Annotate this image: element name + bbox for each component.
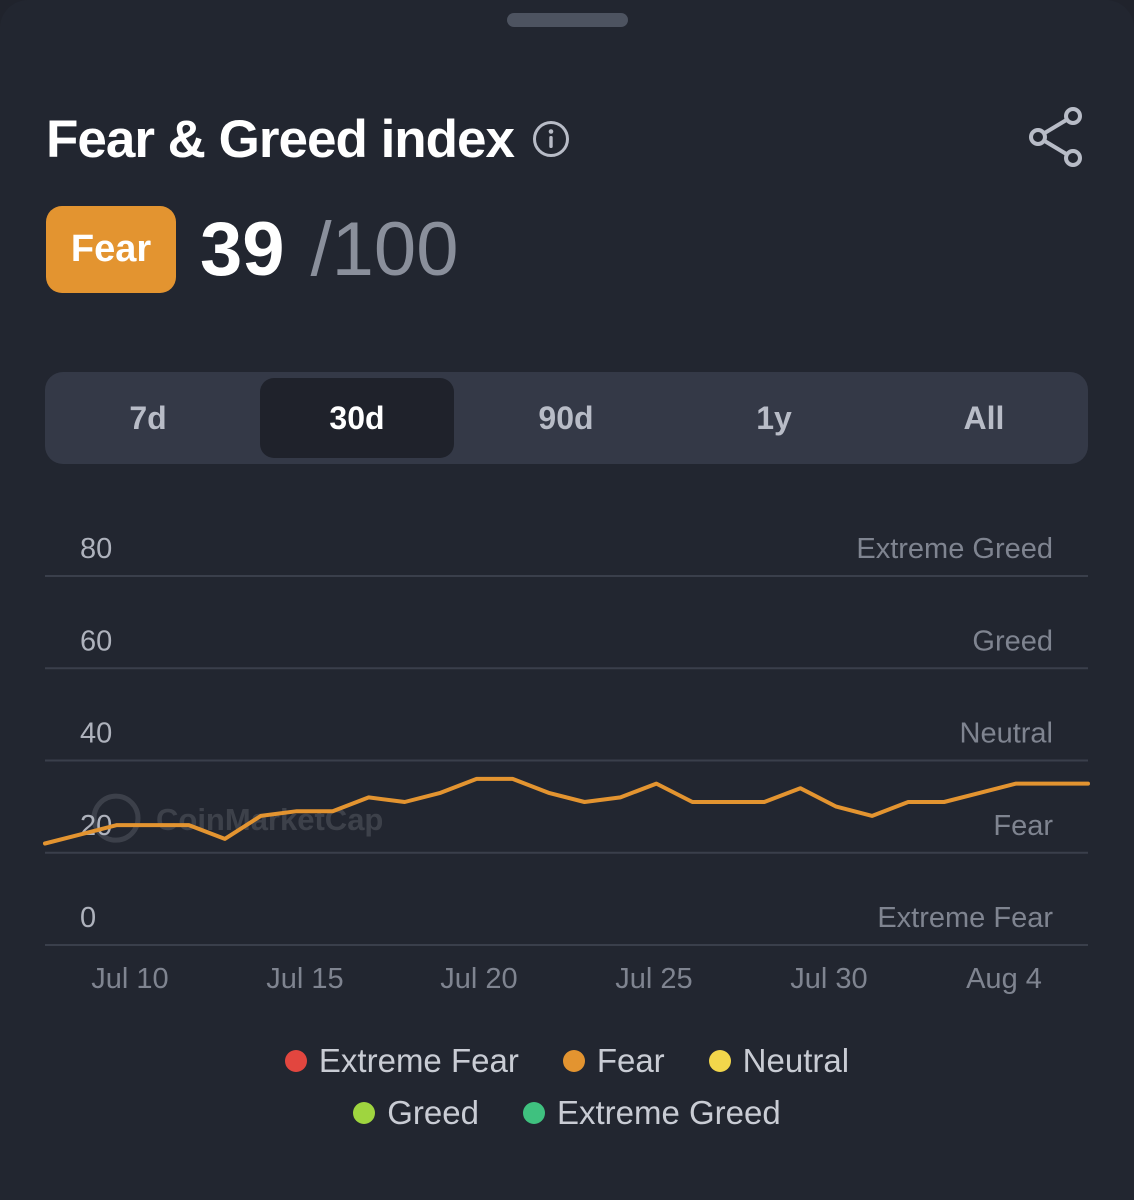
- legend-item: Neutral: [708, 1042, 850, 1080]
- x-tick-label: Jul 10: [91, 963, 168, 995]
- sentiment-badge: Fear: [46, 205, 176, 293]
- watermark-text: CoinMarketCap: [156, 802, 383, 837]
- legend-dot-icon: [708, 1050, 731, 1072]
- tab-1y[interactable]: 1y: [756, 399, 792, 436]
- zone-label: Neutral: [960, 718, 1054, 750]
- legend-label: Extreme Greed: [556, 1094, 781, 1131]
- legend-item: Greed: [353, 1094, 479, 1132]
- score-value: 39: [200, 206, 285, 292]
- y-tick-label: 60: [80, 625, 112, 657]
- watermark-logo: [91, 793, 141, 843]
- tab-all[interactable]: All: [963, 399, 1005, 436]
- score-row: Fear 39 /100: [46, 205, 458, 293]
- chart-legend: Extreme Fear Fear Neutral Greed Extreme Gree…: [0, 1035, 1134, 1139]
- legend-label: Fear: [596, 1042, 665, 1079]
- tab-30d[interactable]: 30d: [260, 378, 454, 458]
- legend-item: Fear: [562, 1042, 665, 1080]
- legend-item: Extreme Greed: [522, 1094, 781, 1132]
- info-circle-icon[interactable]: [532, 120, 570, 158]
- legend-row: Extreme Fear Fear Neutral: [0, 1035, 1134, 1087]
- legend-label: Extreme Fear: [318, 1042, 519, 1079]
- zone-label: Extreme Greed: [856, 533, 1053, 565]
- tab-7d[interactable]: 7d: [129, 399, 167, 436]
- header: Fear & Greed index: [46, 104, 570, 174]
- legend-row: Greed Extreme Greed: [0, 1087, 1134, 1139]
- x-tick-label: Aug 4: [966, 963, 1042, 995]
- legend-label: Greed: [387, 1094, 479, 1131]
- sheet-grabber-handle[interactable]: [507, 13, 628, 27]
- legend-dot-icon: [522, 1102, 545, 1124]
- zone-label: Greed: [972, 625, 1053, 657]
- legend-dot-icon: [562, 1050, 585, 1072]
- zone-label: Extreme Fear: [877, 902, 1053, 934]
- legend-label: Neutral: [742, 1042, 850, 1079]
- x-tick-label: Jul 30: [790, 963, 867, 995]
- legend-dot-icon: [284, 1050, 307, 1072]
- x-tick-label: Jul 25: [615, 963, 692, 995]
- legend-dot-icon: [353, 1102, 376, 1124]
- timeframe-tabs: 7d 30d 90d 1y All: [45, 372, 1088, 464]
- y-tick-label: 0: [80, 902, 96, 934]
- page-title: Fear & Greed index: [46, 109, 515, 169]
- series-line: [43, 776, 1090, 846]
- y-tick-label: 40: [80, 718, 112, 750]
- tab-90d[interactable]: 90d: [538, 399, 594, 436]
- share-icon[interactable]: [1026, 106, 1084, 168]
- zone-label: Fear: [993, 810, 1053, 842]
- x-tick-label: Jul 20: [440, 963, 517, 995]
- legend-item: Extreme Fear: [284, 1042, 519, 1080]
- score-max: /100: [310, 206, 459, 292]
- y-tick-label: 80: [80, 533, 112, 565]
- x-tick-label: Jul 15: [266, 963, 343, 995]
